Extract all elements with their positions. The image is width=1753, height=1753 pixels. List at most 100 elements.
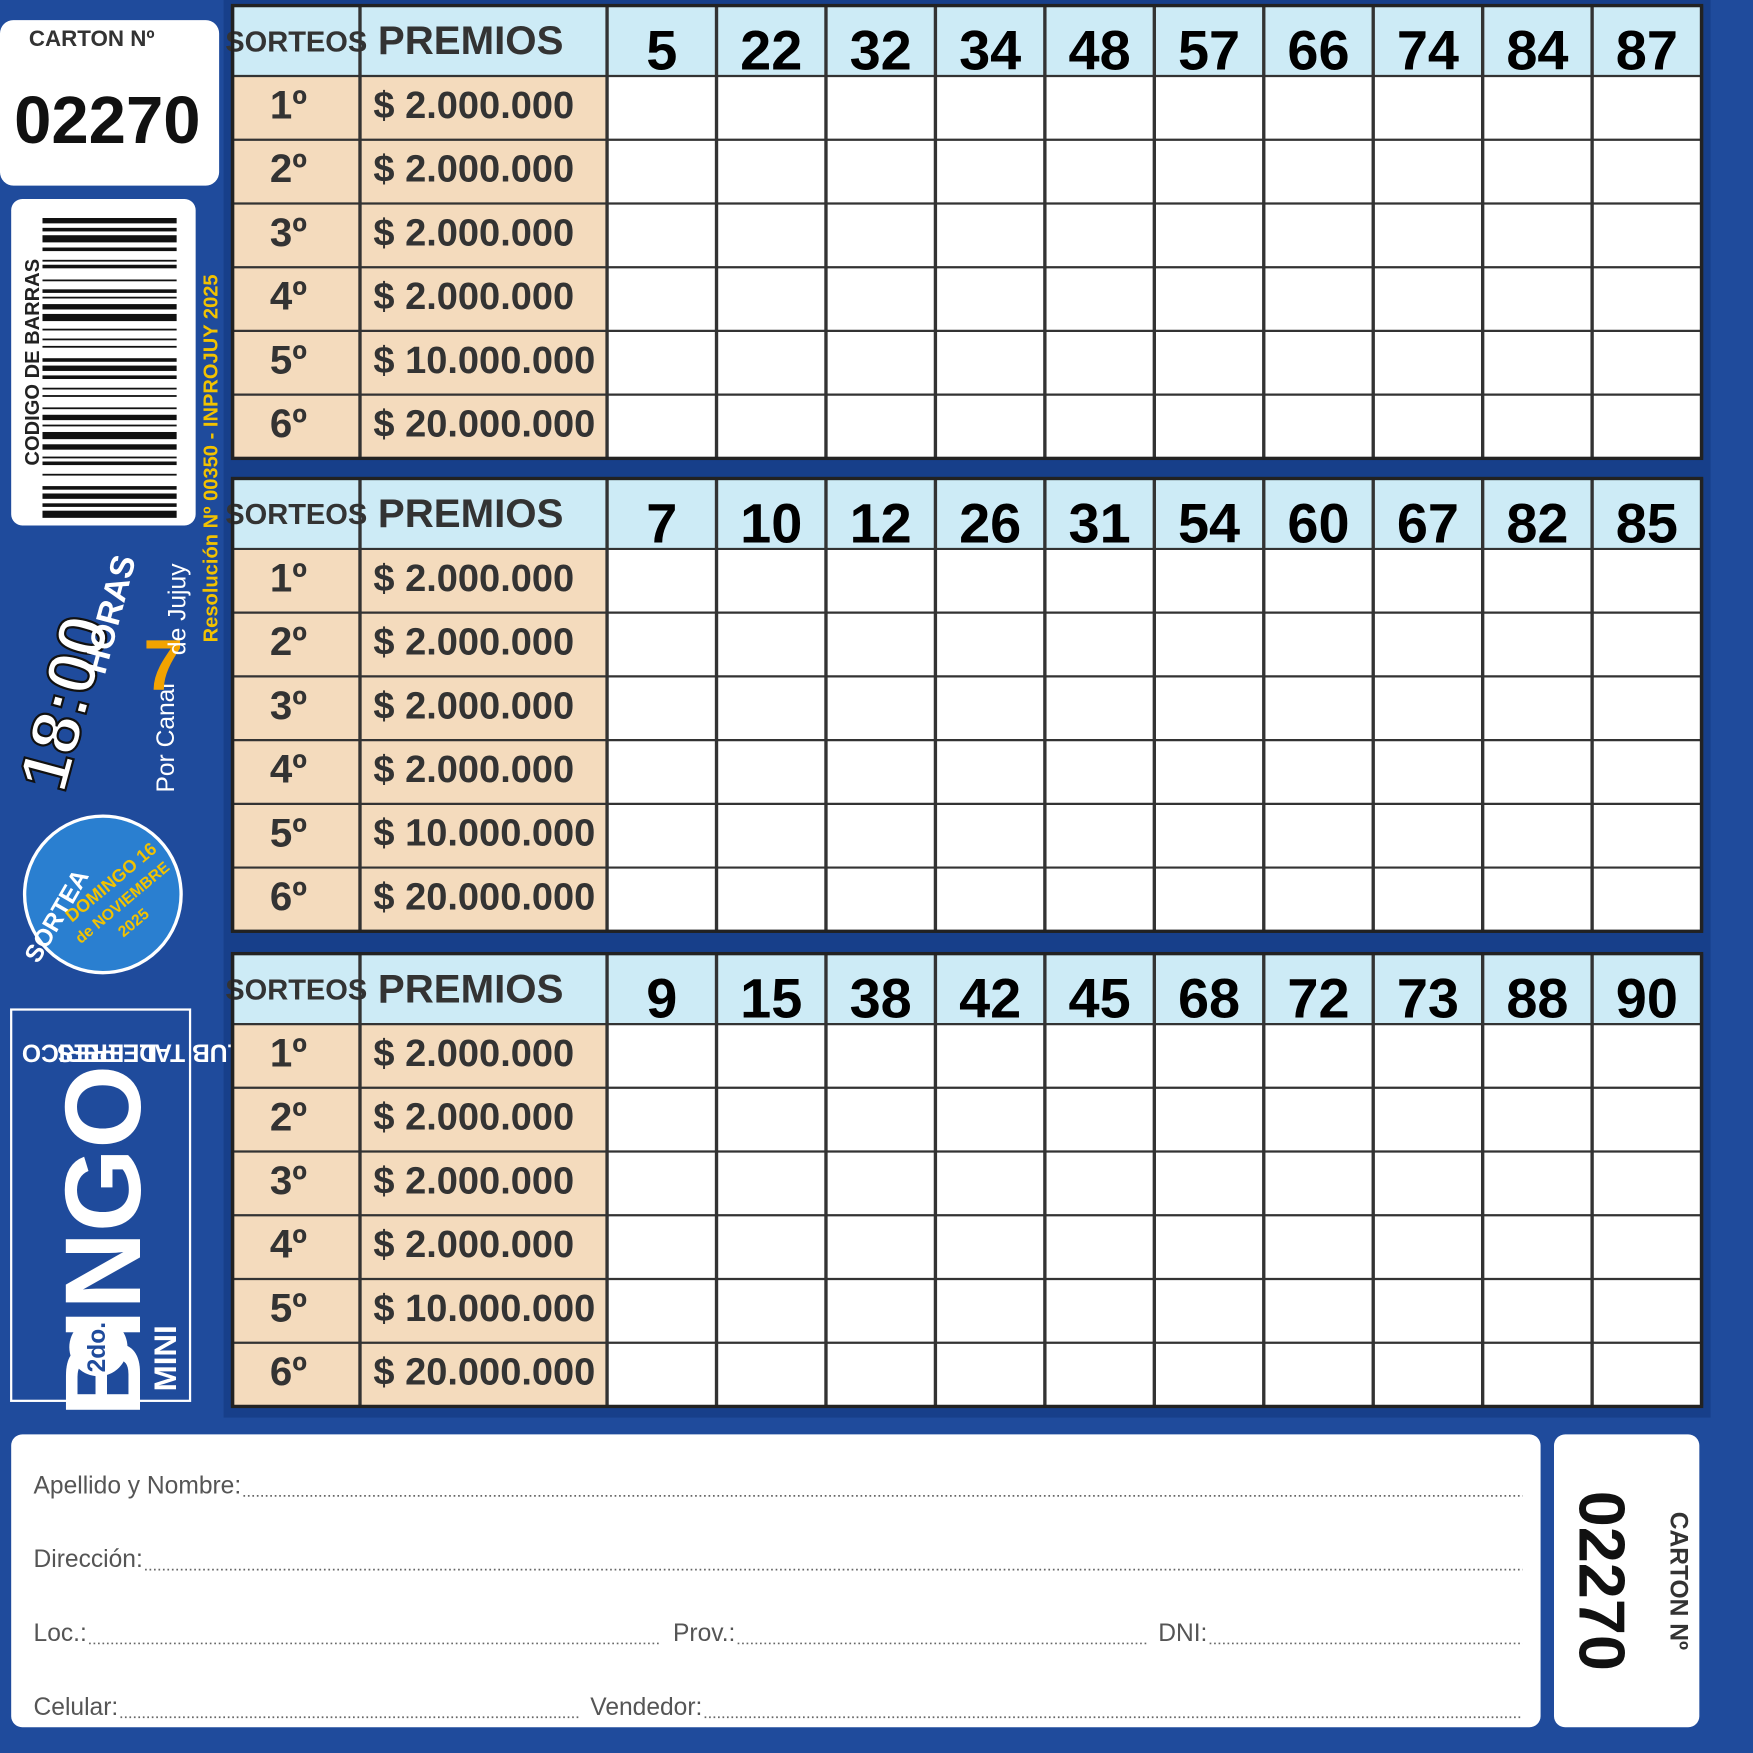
barcode-bar: [42, 456, 177, 459]
draw-number: 3º: [270, 210, 307, 255]
column-number: 57: [1178, 19, 1240, 82]
prize-amount: $ 2.000.000: [373, 749, 574, 791]
barcode-bar: [42, 304, 177, 310]
form-label: Prov.:: [673, 1620, 735, 1647]
header-row: [232, 5, 1702, 77]
barcode-bar: [42, 510, 177, 518]
column-number: 67: [1397, 491, 1459, 554]
barcode-bar: [42, 486, 177, 490]
channel: 7: [143, 626, 183, 706]
column-number: 32: [850, 19, 912, 82]
table-border: [230, 3, 1704, 461]
column-number: 38: [850, 967, 912, 1030]
table-border: [230, 951, 1704, 1409]
draw-number: 3º: [270, 683, 307, 728]
draw-number: 2º: [270, 619, 307, 664]
column-number: 68: [1178, 967, 1240, 1030]
column-number: 73: [1397, 967, 1459, 1030]
prize-amount: $ 2.000.000: [373, 685, 574, 727]
barcode-bar: [42, 461, 177, 466]
barcode-bar: [42, 493, 177, 499]
column-number: 10: [740, 491, 802, 554]
barcode-bar: [42, 395, 177, 397]
carton-label: CARTON Nº: [29, 26, 155, 51]
column-number: 87: [1616, 19, 1678, 82]
barcode-bar: [42, 345, 177, 348]
header-sorteos: SORTEOS: [225, 499, 367, 531]
prize-amount: $ 2.000.000: [373, 212, 574, 254]
form-label: Loc.:: [34, 1620, 87, 1647]
header-premios: PREMIOS: [378, 966, 564, 1011]
column-number: 90: [1616, 967, 1678, 1030]
barcode-bar: [42, 279, 177, 282]
barcode-bar: [42, 414, 177, 421]
barcode-bar: [42, 328, 177, 331]
table-border: [230, 476, 1704, 933]
barcode-bar: [42, 259, 177, 262]
barcode-bar: [42, 296, 177, 299]
column-number: 66: [1287, 19, 1349, 82]
header-sorteos: SORTEOS: [225, 26, 367, 58]
column-number: 5: [646, 19, 677, 82]
prize-amount: $ 20.000.000: [373, 876, 595, 918]
header-premios: PREMIOS: [378, 491, 564, 536]
form-label: Apellido y Nombre:: [34, 1472, 242, 1499]
draw-number: 1º: [270, 83, 307, 128]
column-number: 85: [1616, 491, 1678, 554]
draw-number: 1º: [270, 1031, 307, 1076]
logo-edition: 2do.: [84, 1322, 111, 1373]
column-number: 34: [959, 19, 1021, 82]
prize-amount: $ 2.000.000: [373, 1160, 574, 1202]
column-number: 9: [646, 967, 677, 1030]
draw-number: 1º: [270, 555, 307, 600]
draw-number: 6º: [270, 1349, 307, 1394]
barcode-bar: [42, 313, 177, 322]
carton-number: 02270: [14, 83, 201, 158]
form: Apellido y Nombre: Dirección: Loc.: Prov.: D…: [34, 1472, 1523, 1721]
form-label: DNI:: [1158, 1620, 1207, 1647]
draw-number: 5º: [270, 810, 307, 855]
draw-number: 5º: [270, 337, 307, 382]
logo-box: [10, 1008, 192, 1402]
draw-number: 4º: [270, 274, 307, 319]
draw-number: 4º: [270, 1222, 307, 1267]
barcode-bar: [42, 444, 177, 450]
prize-amount: $ 20.000.000: [373, 404, 595, 446]
draw-number: 5º: [270, 1285, 307, 1330]
barcode-bar: [42, 503, 177, 507]
barcode: [42, 218, 177, 518]
logo-place: DE PERICO: [22, 1038, 157, 1065]
date-badge: [22, 814, 183, 975]
barcode-bar: [42, 358, 177, 362]
barcode-bar: [42, 218, 177, 224]
column-number: 88: [1506, 967, 1568, 1030]
draw-number: 6º: [270, 874, 307, 919]
form-label: Dirección:: [34, 1546, 143, 1573]
column-number: 54: [1178, 491, 1240, 554]
column-number: 82: [1506, 491, 1568, 554]
barcode-bar: [42, 407, 177, 410]
column-number: 12: [850, 491, 912, 554]
prize-amount: $ 2.000.000: [373, 1033, 574, 1075]
logo-edition-badge: [69, 1318, 128, 1377]
barcode-bar: [42, 227, 177, 232]
stub-label: CARTON Nº: [1664, 1512, 1691, 1650]
barcode-bar: [42, 473, 177, 476]
column-number: 7: [646, 491, 677, 554]
prize-amount: $ 2.000.000: [373, 85, 574, 127]
column-number: 84: [1506, 19, 1568, 82]
prize-amount: $ 2.000.000: [373, 276, 574, 318]
resolution: Resolución Nº 00350 - INPROJUY 2025: [201, 274, 223, 642]
draw-number: 4º: [270, 747, 307, 792]
tables: SORTEOS PREMIOS 5 22 32 34 48 57 66 74 84 87 1º $ 2.0…: [225, 3, 1704, 1409]
prize-amount: $ 2.000.000: [373, 149, 574, 191]
carton-box: [0, 20, 220, 186]
draw-number: 6º: [270, 401, 307, 446]
column-number: 22: [740, 19, 802, 82]
form-label: Vendedor:: [590, 1694, 702, 1721]
barcode-bar: [42, 365, 177, 371]
form-label: Celular:: [34, 1694, 119, 1721]
prize-amount: $ 10.000.000: [373, 813, 595, 855]
